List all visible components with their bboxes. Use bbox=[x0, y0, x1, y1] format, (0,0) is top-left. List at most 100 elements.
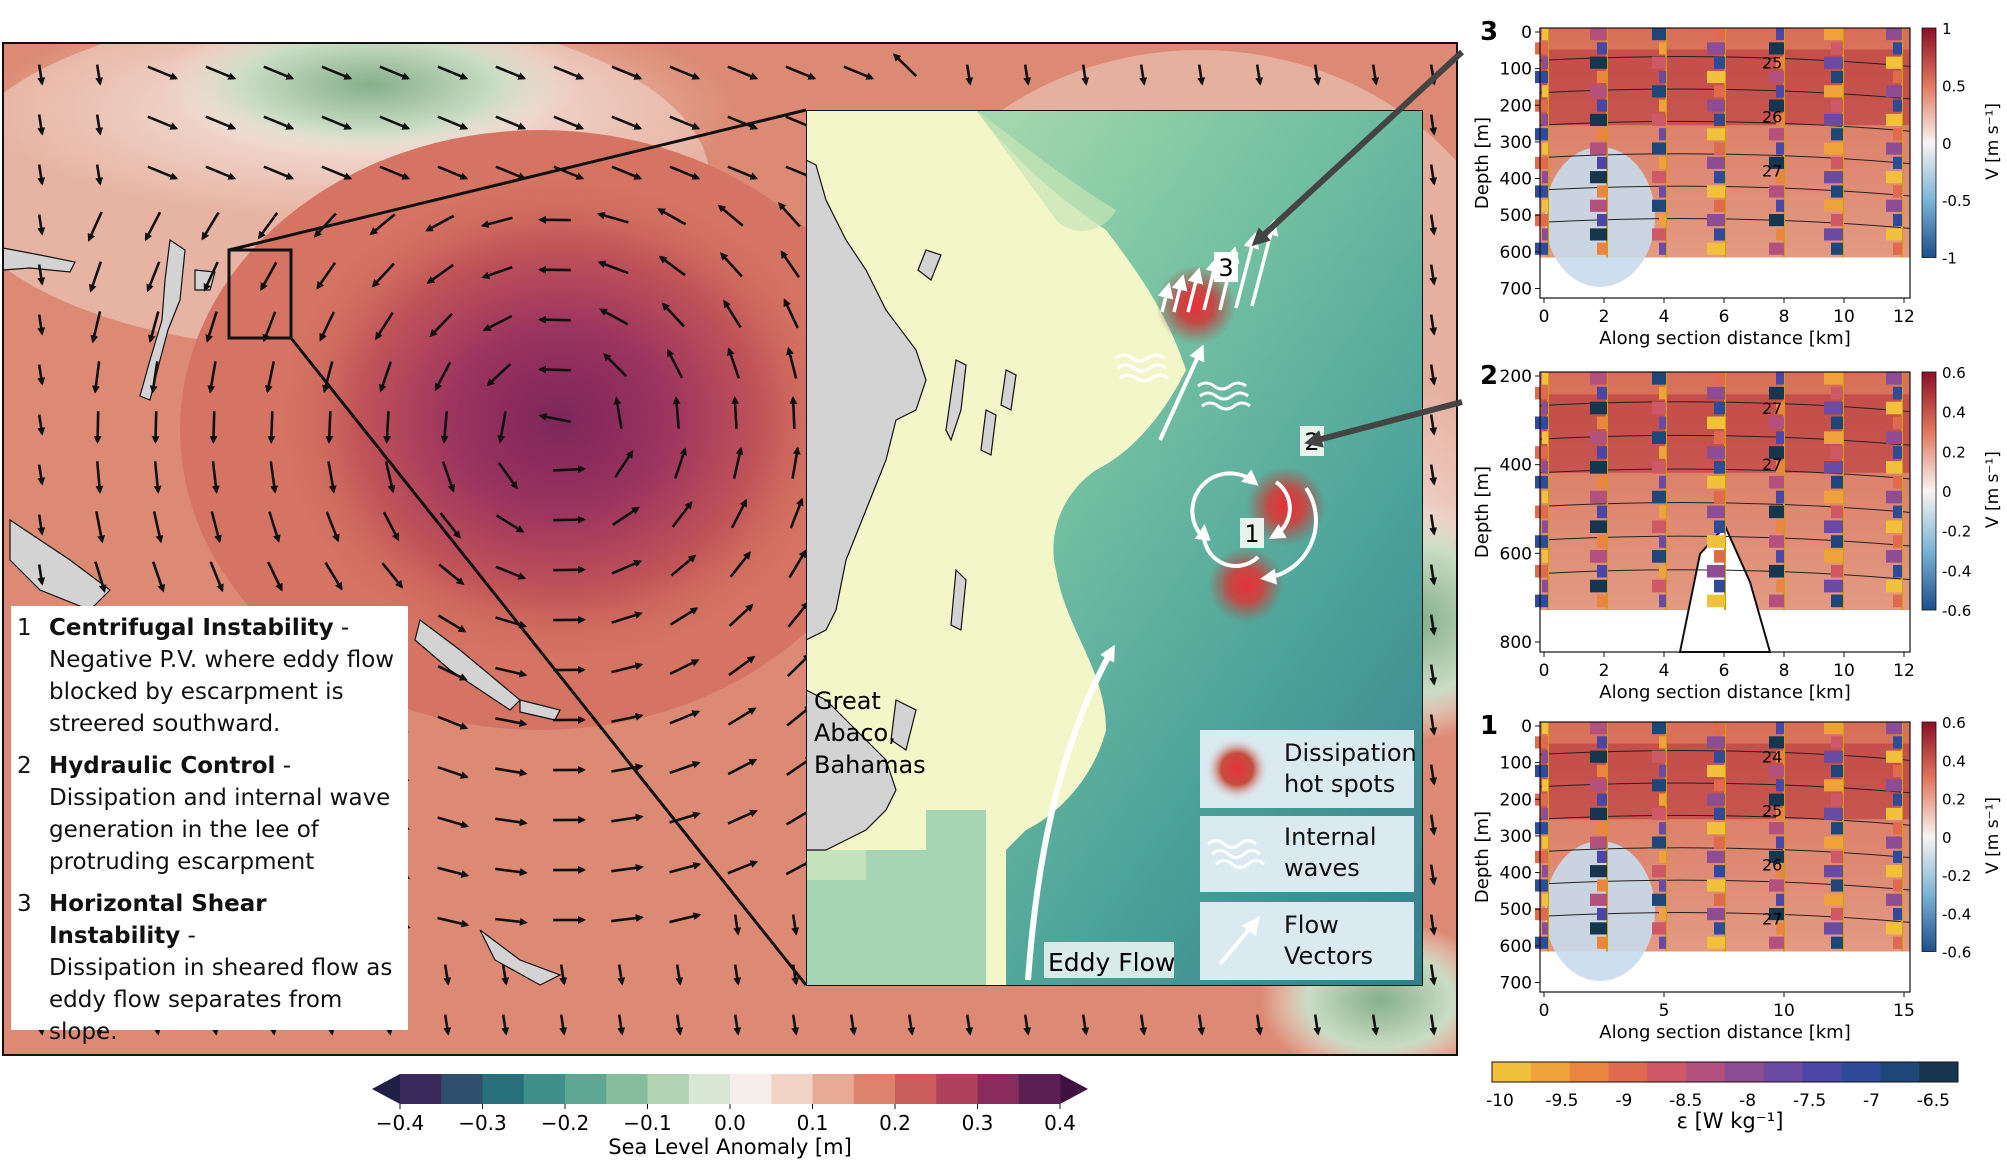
legend-body-1: Negative P.V. where eddy flow blocked by… bbox=[49, 647, 395, 737]
vector-arrow bbox=[1255, 64, 1264, 86]
isopycnal-label: 27 bbox=[1762, 162, 1782, 181]
vector-arrow bbox=[325, 411, 334, 444]
velocity-tick-label: -0.2 bbox=[1942, 523, 1971, 541]
vector-arrow bbox=[203, 261, 219, 292]
y-tick-label: 400 bbox=[1500, 456, 1532, 476]
vector-arrow bbox=[437, 866, 470, 878]
vector-arrow bbox=[727, 165, 759, 180]
vector-arrow bbox=[147, 311, 160, 344]
legend-num-3: 3 bbox=[17, 888, 41, 920]
vector-arrow bbox=[495, 115, 527, 130]
vector-arrow bbox=[675, 964, 684, 986]
vector-arrow bbox=[37, 364, 46, 386]
vector-arrow bbox=[559, 964, 568, 986]
vector-arrow bbox=[553, 65, 585, 80]
vector-arrow bbox=[209, 561, 224, 593]
vector-arrow bbox=[603, 353, 628, 378]
vector-arrow bbox=[1429, 714, 1438, 736]
vector-arrow bbox=[1371, 1014, 1380, 1036]
key-dissipation-line1: Dissipation bbox=[1284, 739, 1417, 767]
y-tick-label: 0 bbox=[1521, 23, 1532, 43]
y-tick-label: 0 bbox=[1521, 717, 1532, 737]
sea-level-colorbar-label: Sea Level Anomaly [m] bbox=[608, 1135, 852, 1159]
vector-arrow bbox=[438, 563, 465, 586]
vector-arrow bbox=[669, 659, 700, 676]
vector-arrow bbox=[441, 461, 456, 493]
vector-arrow bbox=[1429, 914, 1438, 936]
vector-arrow bbox=[611, 65, 643, 80]
vector-arrow bbox=[611, 611, 643, 624]
x-tick-label: 6 bbox=[1719, 661, 1730, 681]
epsilon-swatch bbox=[1647, 1062, 1687, 1082]
vector-arrow bbox=[257, 212, 279, 240]
vector-arrow bbox=[1081, 1014, 1090, 1036]
vector-arrow bbox=[786, 346, 798, 379]
colorbar-swatch bbox=[441, 1074, 483, 1104]
colorbar-swatch bbox=[936, 1074, 978, 1104]
x-tick-label: 0 bbox=[1539, 661, 1550, 681]
colorbar-tick-label: 0.4 bbox=[1044, 1111, 1076, 1135]
vector-arrow bbox=[731, 396, 740, 429]
velocity-tick-label: 0 bbox=[1942, 829, 1952, 847]
isopycnal-label: 25 bbox=[1762, 802, 1782, 821]
vector-arrow bbox=[37, 64, 46, 86]
vector-arrow bbox=[152, 511, 164, 544]
vector-arrow bbox=[379, 65, 411, 80]
vector-arrow bbox=[611, 813, 644, 823]
epsilon-swatch bbox=[1919, 1062, 1959, 1082]
vector-arrow bbox=[383, 411, 392, 444]
inset-marker-3: 3 bbox=[1218, 254, 1233, 282]
vector-arrow bbox=[611, 560, 643, 575]
velocity-tick-label: -0.5 bbox=[1942, 192, 1971, 210]
section-number: 1 bbox=[1480, 711, 1498, 741]
epsilon-swatch bbox=[1492, 1062, 1532, 1082]
eddy-flow-arrow bbox=[1025, 644, 1115, 981]
vector-arrow bbox=[495, 767, 528, 777]
isopycnal-label: 26 bbox=[1762, 856, 1782, 875]
vector-arrow bbox=[321, 115, 353, 130]
vector-arrow bbox=[614, 450, 634, 479]
vector-arrow bbox=[371, 262, 395, 288]
vector-arrow bbox=[37, 164, 46, 186]
vector-arrow bbox=[791, 1014, 800, 1036]
velocity-tick-label: 0 bbox=[1942, 135, 1952, 153]
isopycnal-label: 27 bbox=[1762, 455, 1782, 474]
colorbar-swatch bbox=[730, 1074, 772, 1104]
y-tick-label: 500 bbox=[1500, 900, 1532, 920]
vector-arrow bbox=[672, 396, 681, 429]
vector-arrow bbox=[87, 211, 103, 242]
legend-dash-2: - bbox=[275, 753, 292, 779]
velocity-tick-label: 1 bbox=[1942, 20, 1952, 38]
vector-arrow bbox=[538, 412, 571, 424]
vector-arrow bbox=[729, 551, 751, 578]
vector-arrow bbox=[266, 561, 283, 592]
vector-arrow bbox=[327, 461, 337, 494]
vector-arrow bbox=[669, 65, 701, 80]
velocity-tick-label: -0.2 bbox=[1942, 867, 1971, 885]
vector-arrow bbox=[1429, 114, 1438, 136]
vector-arrow bbox=[1139, 1014, 1148, 1036]
epsilon-swatch bbox=[1569, 1062, 1609, 1082]
velocity-tick-label: 0.4 bbox=[1942, 752, 1966, 770]
vector-arrow bbox=[1313, 1014, 1322, 1036]
vector-arrow bbox=[843, 65, 875, 80]
x-tick-label: 15 bbox=[1893, 1001, 1915, 1021]
vector-arrow bbox=[384, 461, 396, 494]
vector-arrow bbox=[91, 361, 101, 394]
vector-arrow bbox=[316, 262, 337, 290]
isopycnal-label: 26 bbox=[1762, 108, 1782, 127]
vector-arrow bbox=[205, 165, 237, 180]
x-axis-label: Along section distance [km] bbox=[1599, 682, 1850, 703]
colorbar-swatch bbox=[688, 1074, 731, 1104]
vector-arrow bbox=[495, 165, 527, 180]
vector-arrow bbox=[437, 816, 470, 829]
colorbar-swatch bbox=[565, 1074, 607, 1104]
vector-arrow bbox=[728, 655, 756, 677]
colorbar-tick-label: 0.0 bbox=[714, 1111, 746, 1135]
key-flow-line2: Vectors bbox=[1284, 942, 1373, 970]
key-dissipation: Dissipation hot spots bbox=[1200, 730, 1417, 808]
velocity-tick-label: -0.6 bbox=[1942, 944, 1971, 962]
vector-arrow bbox=[486, 363, 512, 387]
